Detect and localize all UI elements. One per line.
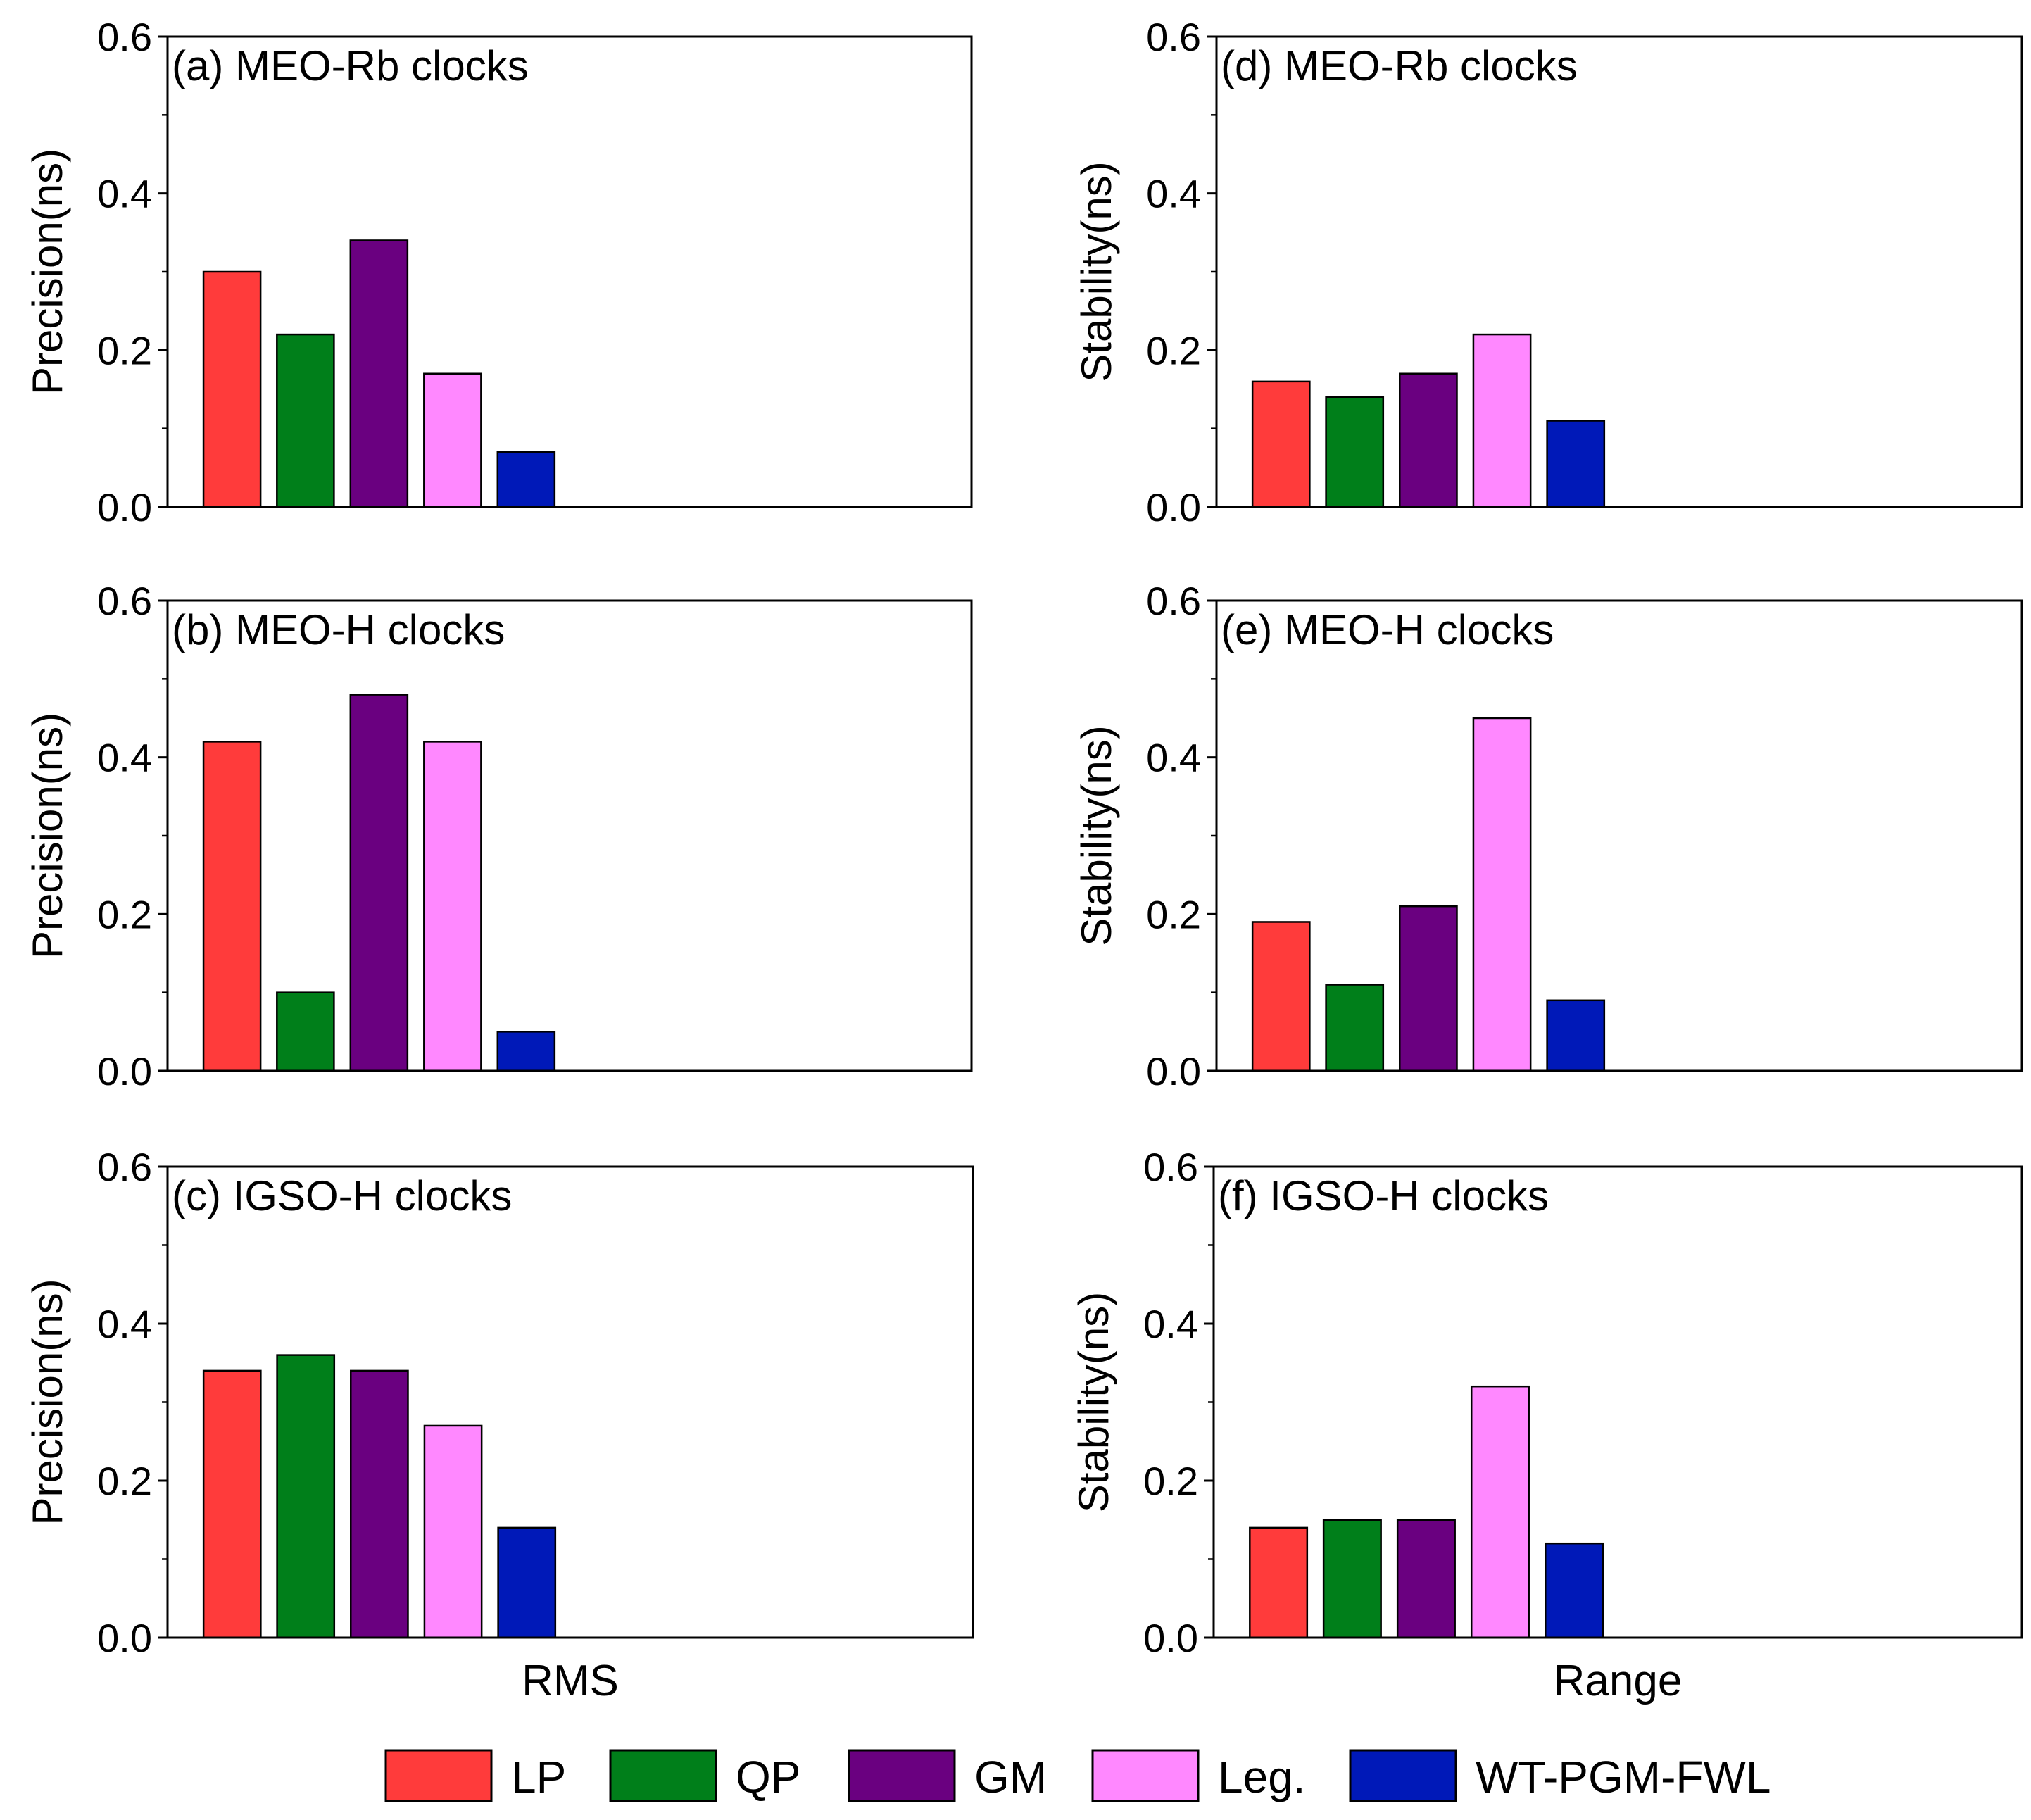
bar-lp — [202, 270, 262, 508]
legend-label: WT-PGM-FWL — [1476, 1752, 1771, 1802]
x-axis-title: RMS — [522, 1657, 619, 1705]
y-tick-label: 0.4 — [97, 736, 152, 780]
bar-gm — [1399, 905, 1458, 1072]
panel-title: (b) MEO-H clocks — [172, 606, 505, 653]
panel-3: 0.0 0.2 0.4 0.6 (c) IGSO-H clocks Precision(n… — [24, 1145, 974, 1705]
bar-leg — [423, 1424, 483, 1639]
y-tick-label: 0.2 — [97, 328, 152, 372]
y-tick-label: 0.0 — [97, 1049, 152, 1093]
bar-wt-pgm-fwl — [1546, 420, 1606, 508]
y-tick-label: 0.0 — [1143, 1616, 1198, 1660]
bar-wt-pgm-fwl — [1546, 999, 1606, 1072]
y-axis-title: Stability(ns) — [1073, 725, 1120, 946]
y-tick-label: 0.2 — [97, 892, 152, 936]
y-tick-label: 0.6 — [1146, 15, 1201, 59]
y-tick-label: 0.0 — [97, 485, 152, 529]
bar-gm — [349, 239, 409, 508]
legend: LP QP GM Leg. WT-PGM-FWL — [384, 1749, 1771, 1802]
panel-title: (d) MEO-Rb clocks — [1221, 42, 1578, 89]
y-tick-label: 0.0 — [1146, 485, 1201, 529]
panel-title: (e) MEO-H clocks — [1221, 606, 1554, 653]
bar-qp — [276, 1354, 336, 1639]
panel-5: 0.0 0.2 0.4 0.6 (e) MEO-H clocks Stability(ns… — [1073, 579, 2023, 1093]
y-tick-label: 0.4 — [1146, 172, 1201, 216]
panel-title: (c) IGSO-H clocks — [172, 1172, 512, 1219]
bar-leg — [1472, 717, 1532, 1072]
legend-swatch — [848, 1749, 956, 1802]
y-tick-label: 0.2 — [1146, 328, 1201, 372]
y-tick-label: 0.4 — [97, 172, 152, 216]
legend-swatch — [1091, 1749, 1200, 1802]
y-axis-title: Stability(ns) — [1070, 1292, 1117, 1512]
bar-qp — [1325, 984, 1385, 1072]
y-tick-label: 0.6 — [97, 15, 152, 59]
bar-qp — [276, 991, 335, 1072]
bar-gm — [349, 694, 409, 1072]
bar-lp — [202, 741, 262, 1072]
y-axis-title: Precision(ns) — [24, 149, 71, 395]
y-tick-label: 0.2 — [97, 1459, 152, 1503]
bar-leg — [423, 372, 482, 508]
legend-label: GM — [974, 1752, 1047, 1802]
panel-1: 0.0 0.2 0.4 0.6 (a) MEO-Rb clocks Precision(n… — [24, 15, 973, 529]
bar-lp — [1249, 1526, 1309, 1639]
bar-wt-pgm-fwl — [1545, 1542, 1604, 1639]
bar-gm — [350, 1369, 409, 1639]
panel-4: 0.0 0.2 0.4 0.6 (d) MEO-Rb clocks Stability(n… — [1073, 15, 2023, 529]
bar-leg — [423, 741, 482, 1072]
panel-6: 0.0 0.2 0.4 0.6 (f) IGSO-H clocks Stability(n… — [1070, 1145, 2023, 1705]
bar-wt-pgm-fwl — [496, 451, 556, 508]
legend-swatch — [384, 1749, 493, 1802]
legend-swatch — [1349, 1749, 1457, 1802]
y-tick-label: 0.2 — [1143, 1459, 1198, 1503]
bar-wt-pgm-fwl — [497, 1526, 557, 1639]
bar-gm — [1399, 372, 1458, 508]
bar-qp — [1325, 396, 1385, 508]
panel-title: (a) MEO-Rb clocks — [172, 42, 529, 89]
y-tick-label: 0.4 — [1143, 1302, 1198, 1346]
y-tick-label: 0.0 — [97, 1616, 152, 1660]
x-axis-title: Range — [1554, 1657, 1683, 1705]
legend-label: Leg. — [1218, 1752, 1306, 1802]
bar-lp — [1251, 380, 1311, 508]
y-tick-label: 0.6 — [97, 1145, 152, 1189]
panel-title: (f) IGSO-H clocks — [1218, 1172, 1549, 1219]
y-tick-label: 0.2 — [1146, 892, 1201, 936]
panel-2: 0.0 0.2 0.4 0.6 (b) MEO-H clocks Precision(ns… — [24, 579, 973, 1093]
y-tick-label: 0.4 — [1146, 736, 1201, 780]
legend-label: LP — [511, 1752, 566, 1802]
bar-gm — [1396, 1519, 1456, 1639]
y-tick-label: 0.4 — [97, 1302, 152, 1346]
y-tick-label: 0.6 — [1146, 579, 1201, 623]
bar-qp — [276, 333, 335, 508]
y-axis-title: Precision(ns) — [24, 713, 71, 959]
bar-lp — [202, 1369, 262, 1639]
y-axis-title: Precision(ns) — [24, 1279, 71, 1525]
y-tick-label: 0.6 — [1143, 1145, 1198, 1189]
bar-leg — [1470, 1385, 1530, 1639]
legend-swatch — [609, 1749, 717, 1802]
y-axis-title: Stability(ns) — [1073, 161, 1120, 382]
bar-wt-pgm-fwl — [496, 1031, 556, 1072]
legend-label: QP — [736, 1752, 800, 1802]
y-tick-label: 0.6 — [97, 579, 152, 623]
y-tick-label: 0.0 — [1146, 1049, 1201, 1093]
bar-qp — [1322, 1519, 1382, 1639]
bar-lp — [1251, 921, 1311, 1072]
bar-leg — [1472, 333, 1532, 508]
